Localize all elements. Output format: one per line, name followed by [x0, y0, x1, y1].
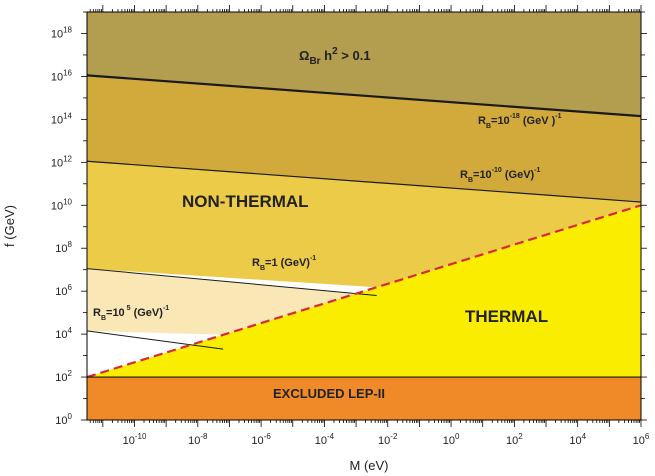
y-tick-label: 1010 — [51, 197, 73, 212]
y-tick-label: 100 — [55, 412, 72, 427]
non-thermal-label: NON-THERMAL — [182, 192, 309, 211]
y-tick-label: 1014 — [51, 111, 73, 126]
y-tick-label: 1012 — [51, 154, 73, 169]
x-tick-label: 100 — [443, 432, 460, 447]
y-tick-label: 102 — [55, 369, 72, 384]
rb-1e-10-label: RB=10-10 (GeV)-1 — [460, 167, 541, 184]
x-tick-label: 10-6 — [251, 432, 271, 447]
omega-label: ΩBr h2 > 0.1 — [299, 46, 371, 67]
region-overclosure — [87, 12, 641, 117]
region-non-thermal — [87, 161, 641, 288]
x-tick-label: 10-4 — [315, 432, 335, 447]
axis-tick-labels: 10-10 10-8 10-6 10-4 10-2 100 102 104 106 100 102 1… — [51, 25, 650, 447]
rb-1-label: RB=1 (GeV)-1 — [252, 255, 316, 272]
x-axis-title: M (eV) — [350, 458, 389, 473]
line-rb-1e-18 — [86, 74, 642, 118]
line-rb-1e5 — [86, 330, 224, 350]
line-rb-1e-10 — [86, 160, 642, 203]
line-rb-1 — [86, 268, 377, 296]
y-tick-label: 104 — [55, 326, 72, 341]
x-tick-label: 10-8 — [188, 432, 208, 447]
y-tick-label: 1018 — [51, 25, 73, 40]
x-tick-label: 106 — [633, 432, 650, 447]
axis-ticks — [81, 5, 647, 427]
region-thermal — [87, 205, 641, 378]
line-thermal-boundary — [86, 204, 642, 379]
excluded-lep-label: EXCLUDED LEP-II — [273, 386, 385, 401]
rb-1e-18-label: RB=10-18 (GeV )-1 — [478, 113, 562, 130]
y-tick-label: 106 — [55, 283, 72, 298]
x-tick-label: 10-2 — [378, 432, 398, 447]
plot-frame — [86, 11, 642, 421]
rb-1e5-label: RB=10 5 (GeV)-1 — [93, 305, 169, 322]
region-areas — [87, 12, 641, 420]
y-tick-label: 108 — [55, 240, 72, 255]
x-tick-label: 10-10 — [123, 432, 147, 447]
y-tick-label: 1016 — [51, 68, 73, 83]
y-axis-title: f (GeV) — [2, 205, 17, 247]
x-tick-label: 102 — [506, 432, 523, 447]
region-lep-excluded — [87, 377, 641, 420]
thermal-label: THERMAL — [465, 307, 548, 326]
boundary-lines — [86, 74, 642, 379]
region-non-thermal-low — [87, 268, 377, 335]
region-labels: ΩBr h2 > 0.1 RB=10-18 (GeV )-1 RB=10-10 (G… — [93, 46, 562, 401]
x-tick-label: 104 — [569, 432, 586, 447]
